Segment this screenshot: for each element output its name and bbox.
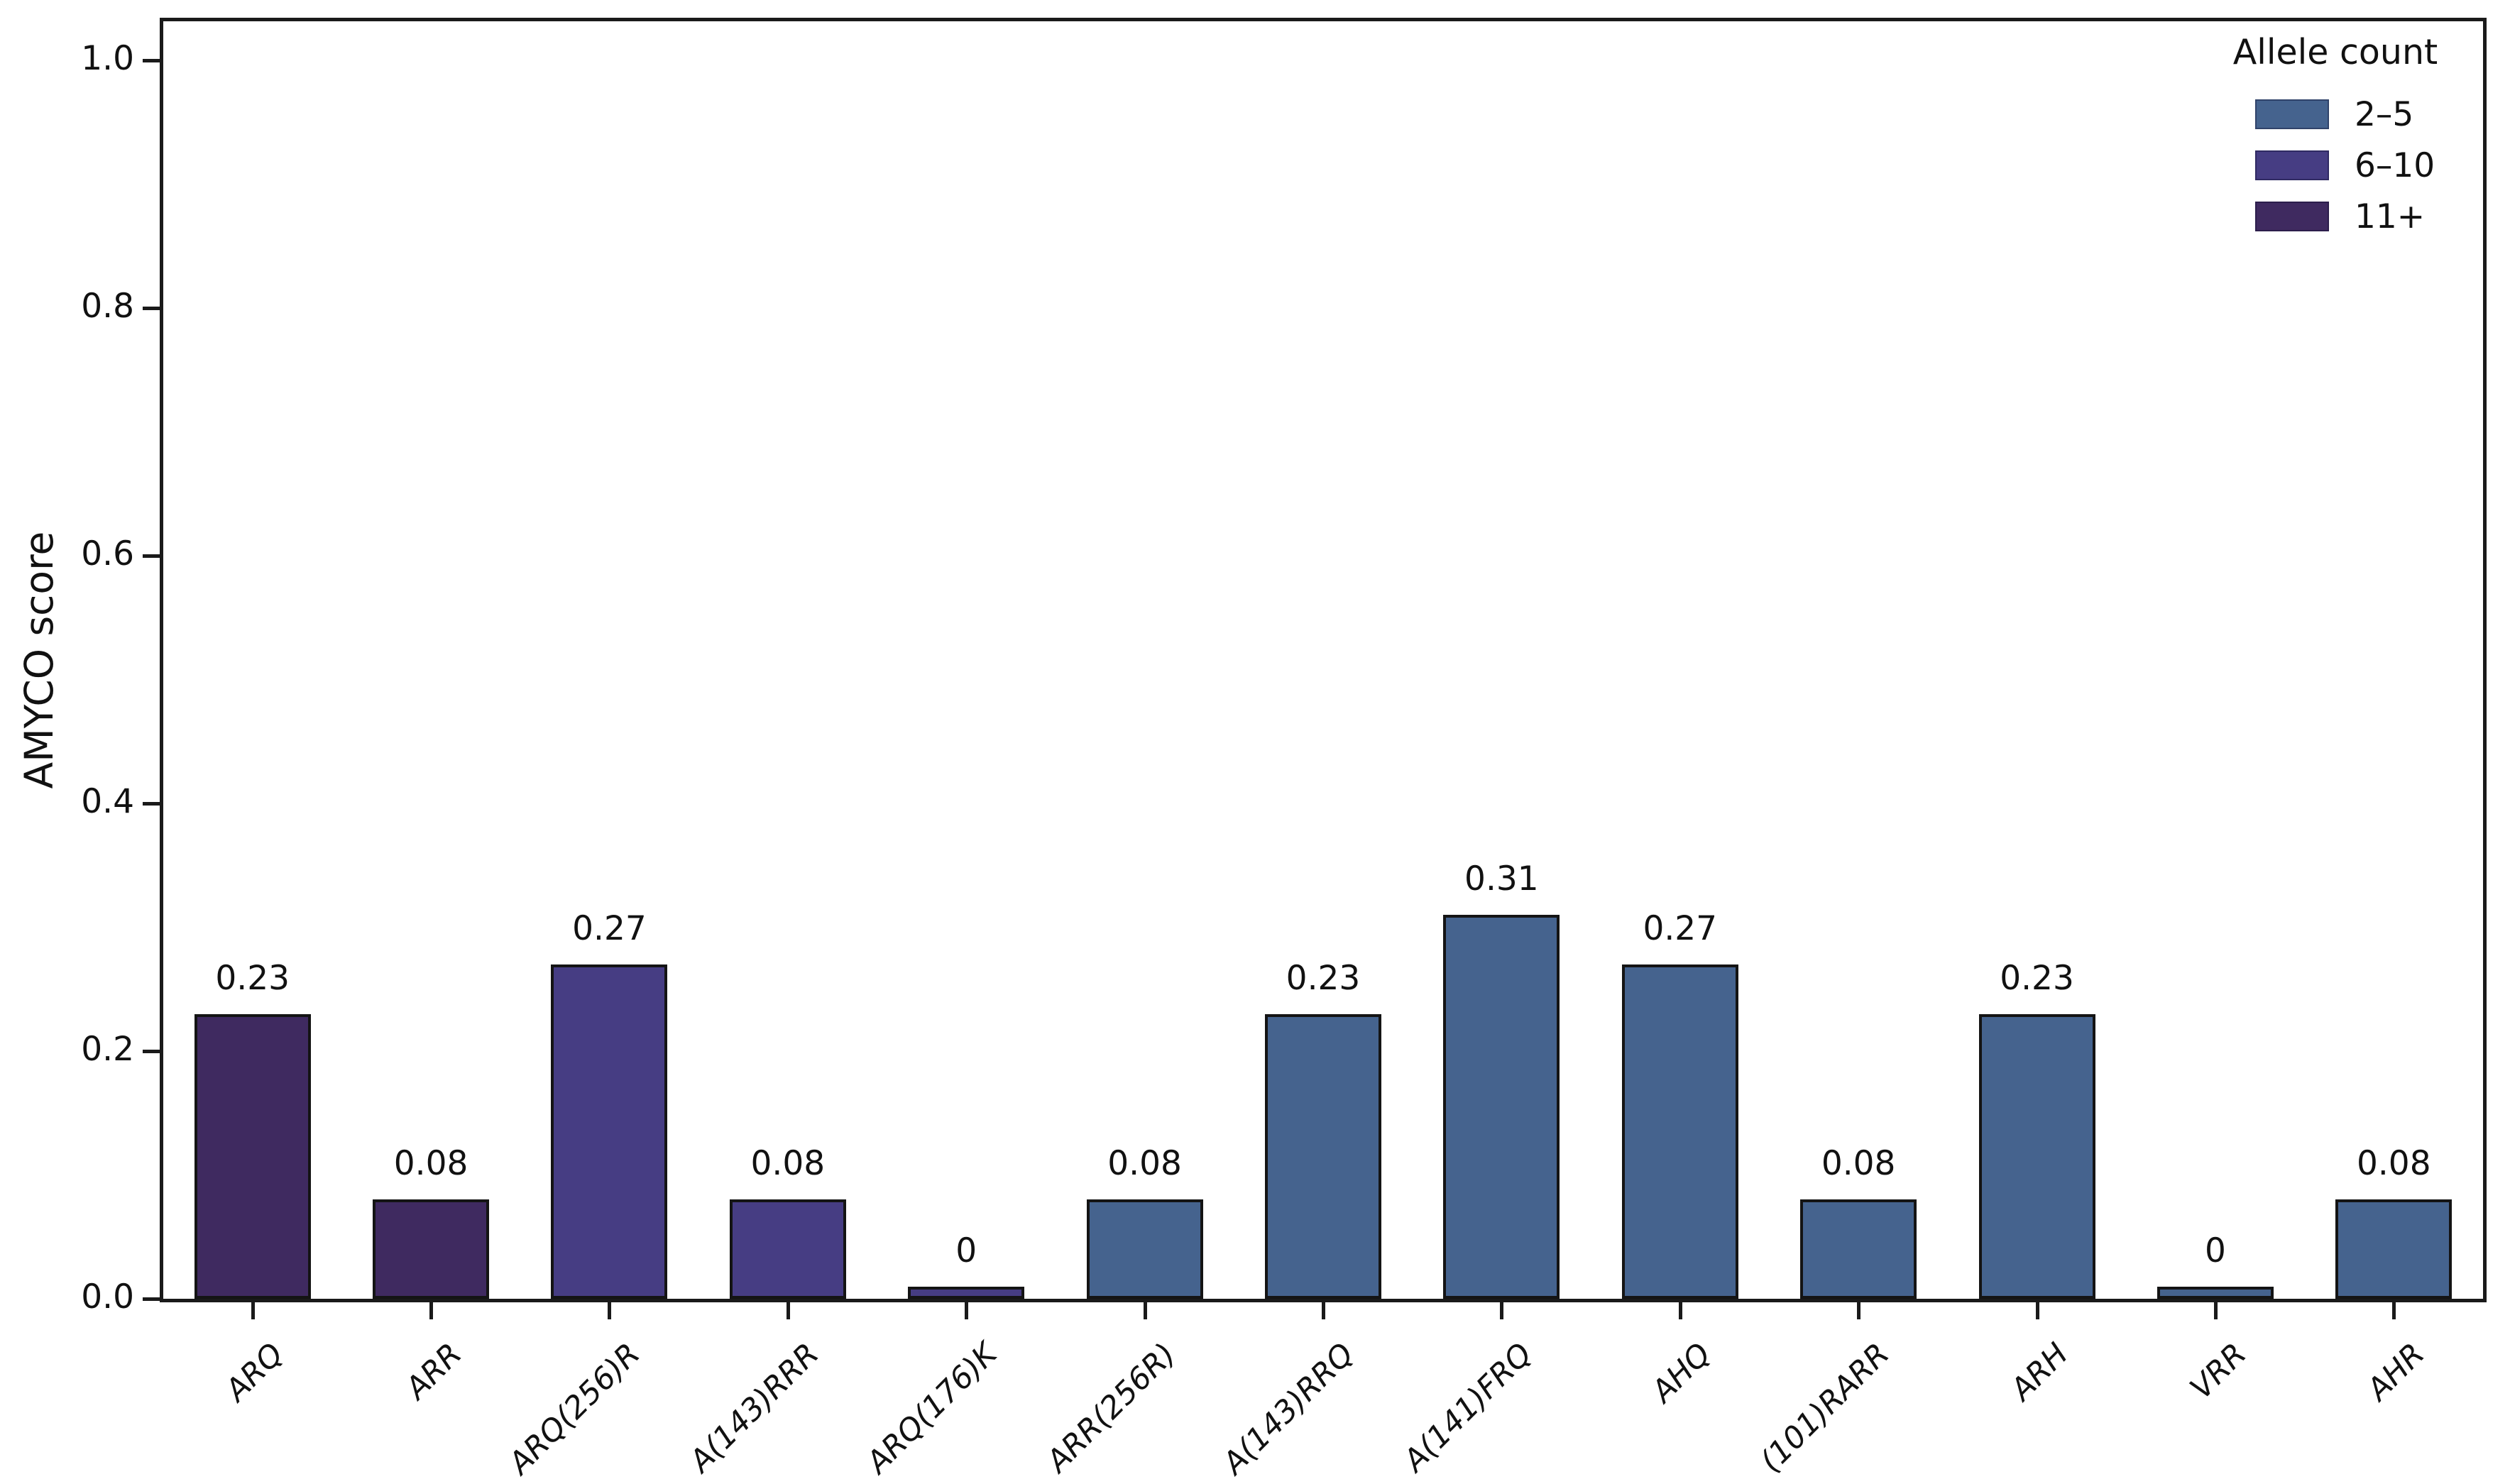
x-tick-label: ARR xyxy=(399,1336,469,1407)
y-tick-label: 0.0 xyxy=(81,1277,134,1317)
bar-A(141)FRQ xyxy=(1443,915,1560,1299)
legend-label: 2–5 xyxy=(2355,95,2414,134)
y-tick-label: 0.8 xyxy=(81,287,134,326)
bar-value-label: 0.08 xyxy=(1107,1144,1182,1183)
x-tick-label: ARQ(256)R xyxy=(502,1336,647,1482)
x-tick-label: AHR xyxy=(2360,1336,2432,1408)
bar-ARH xyxy=(1979,1014,2095,1299)
x-tick-label: ARH xyxy=(2003,1336,2075,1408)
y-tick-label: 1.0 xyxy=(81,39,134,78)
bar-ARQ(176)K xyxy=(908,1287,1024,1299)
bar-value-label: 0 xyxy=(2204,1231,2226,1270)
x-tick-label: VRR xyxy=(2183,1336,2254,1407)
x-tick xyxy=(1678,1302,1682,1319)
bar-ARR(256R) xyxy=(1087,1199,1203,1299)
x-tick xyxy=(608,1302,612,1319)
x-tick xyxy=(429,1302,434,1319)
bar-ARR xyxy=(373,1199,489,1299)
x-tick-label: AHQ xyxy=(1645,1336,1719,1409)
x-tick-label: A(141)FRQ xyxy=(1397,1336,1540,1479)
bar-AHR xyxy=(2335,1199,2452,1299)
y-tick-label: 0.4 xyxy=(81,782,134,821)
legend-title: Allele count xyxy=(2232,32,2438,72)
bar-A(143)RRR xyxy=(730,1199,846,1299)
bar-(101)RARR xyxy=(1800,1199,1917,1299)
bar-value-label: 0.08 xyxy=(1821,1144,1896,1183)
y-tick xyxy=(143,554,160,558)
x-tick xyxy=(1322,1302,1325,1319)
x-tick xyxy=(1857,1302,1861,1319)
bar-value-label: 0.08 xyxy=(750,1144,826,1183)
bar-value-label: 0.08 xyxy=(2356,1144,2431,1183)
bar-AHQ xyxy=(1622,964,1738,1299)
y-tick xyxy=(143,307,160,310)
y-tick xyxy=(143,1050,160,1053)
legend-label: 6–10 xyxy=(2355,146,2435,185)
bar-value-label: 0.23 xyxy=(215,959,290,998)
x-tick xyxy=(1500,1302,1504,1319)
x-tick xyxy=(2213,1302,2218,1319)
y-tick-label: 0.2 xyxy=(81,1030,134,1069)
x-tick-label: ARQ(176)K xyxy=(860,1336,1004,1480)
bar-value-label: 0.08 xyxy=(393,1144,468,1183)
legend-swatch-6–10 xyxy=(2255,150,2329,180)
legend-swatch-2–5 xyxy=(2255,99,2329,129)
x-tick xyxy=(1143,1302,1147,1319)
x-tick-label: ARR(256R) xyxy=(1039,1336,1183,1480)
x-tick-label: ARQ xyxy=(218,1336,291,1409)
y-tick xyxy=(143,59,160,62)
bar-value-label: 0.23 xyxy=(1286,959,1361,998)
bar-value-label: 0.27 xyxy=(572,909,647,948)
x-tick xyxy=(2392,1302,2396,1319)
x-tick xyxy=(965,1302,969,1319)
bar-ARQ xyxy=(194,1014,311,1299)
legend-label: 11+ xyxy=(2355,197,2426,236)
bar-value-label: 0.31 xyxy=(1464,859,1539,898)
x-tick xyxy=(2035,1302,2039,1319)
bar-A(143)RRQ xyxy=(1265,1014,1381,1299)
bar-value-label: 0 xyxy=(955,1231,977,1270)
y-tick xyxy=(143,802,160,806)
plot-area xyxy=(160,18,2487,1302)
bar-value-label: 0.23 xyxy=(2000,959,2074,998)
x-tick xyxy=(251,1302,255,1319)
x-tick-label: (101)RARR xyxy=(1753,1336,1897,1480)
y-tick xyxy=(143,1297,160,1301)
bar-value-label: 0.27 xyxy=(1643,909,1718,948)
x-tick xyxy=(786,1302,790,1319)
legend-swatch-11+ xyxy=(2255,202,2329,231)
x-tick-label: A(143)RRQ xyxy=(1216,1336,1361,1482)
bar-VRR xyxy=(2157,1287,2274,1299)
y-tick-label: 0.6 xyxy=(81,534,134,573)
x-tick-label: A(143)RRR xyxy=(682,1336,826,1480)
bar-ARQ(256)R xyxy=(551,964,667,1299)
